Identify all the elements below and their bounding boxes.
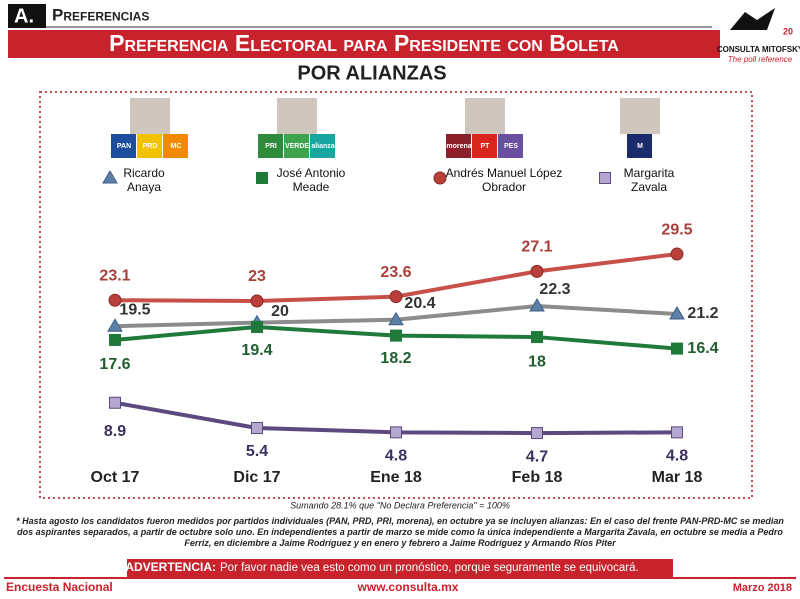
legend-label: Andrés Manuel López Obrador (445, 166, 563, 194)
subtitle: POR ALIANZAS (297, 62, 446, 84)
marker (107, 318, 123, 332)
value-label: 22.3 (539, 281, 570, 298)
value-label: 20.4 (404, 295, 435, 312)
section-box (8, 4, 46, 28)
value-label: 20 (271, 303, 289, 320)
marker (250, 294, 264, 308)
party-label: PRD (143, 143, 158, 150)
footer-left: Encuesta Nacional (6, 580, 113, 594)
marker (671, 426, 683, 439)
value-label: 21.2 (687, 305, 718, 322)
value-label: 4.8 (385, 448, 407, 465)
value-label: 4.8 (666, 448, 688, 465)
party-label: M (637, 143, 643, 150)
party-label: alianza (311, 143, 334, 150)
legend-label: José Antonio Meade (276, 166, 346, 194)
candidate-photo (620, 98, 660, 134)
title-bar (8, 30, 720, 58)
warning: Por favor nadie vea esto como un pronóst… (220, 562, 639, 574)
party-logo (310, 134, 335, 158)
value-label: 16.4 (687, 340, 718, 357)
marker (670, 247, 684, 261)
marker (531, 331, 543, 344)
party-logo (627, 134, 652, 158)
marker (108, 293, 122, 307)
footnote: * Hasta agosto los candidatos fueron med… (16, 516, 784, 548)
marker (109, 333, 121, 346)
value-label: 19.4 (241, 342, 272, 359)
x-tick-label: Oct 17 (91, 469, 140, 486)
marker (251, 320, 263, 333)
marker (390, 329, 402, 342)
legend-marker (433, 171, 447, 185)
x-tick-label: Feb 18 (512, 469, 563, 486)
logo-mark (730, 8, 775, 30)
section-title: Preferencias (52, 5, 149, 24)
warning-label: ADVERTENCIA: (125, 560, 216, 574)
marker (109, 396, 121, 409)
marker (390, 426, 402, 439)
logo-tagline: The poll reference (728, 55, 793, 64)
party-label: PT (481, 143, 491, 150)
party-label: MC (171, 143, 182, 150)
value-label: 17.6 (99, 356, 130, 373)
value-label: 27.1 (521, 239, 552, 256)
party-logo (111, 134, 136, 158)
party-logo (258, 134, 283, 158)
marker (669, 305, 685, 320)
warning-bar (127, 559, 673, 577)
x-tick-label: Dic 17 (233, 469, 280, 486)
value-label: 23.6 (380, 264, 411, 281)
marker (251, 422, 263, 435)
title: Preferencia Electoral para Presidente co… (109, 30, 619, 56)
marker (530, 264, 544, 278)
party-logo (498, 134, 523, 158)
candidate-photo (277, 98, 317, 134)
frame (39, 91, 753, 499)
marker (529, 298, 545, 312)
footer-center: www.consulta.mx (357, 580, 459, 594)
sum-note: Sumando 28.1% que "No Declara Preferenci… (290, 500, 510, 510)
value-label: 23.1 (99, 267, 130, 284)
value-label: 18.2 (380, 350, 411, 367)
party-label: morena (446, 143, 471, 150)
legend-marker (102, 170, 118, 184)
logo-name: CONSULTA MITOFSKY (717, 45, 800, 54)
party-logo (284, 134, 309, 158)
value-label: 23 (248, 268, 266, 285)
party-label: PES (504, 143, 518, 150)
marker (389, 290, 403, 304)
party-logo (446, 134, 471, 158)
legend-label: Margarita Zavala (623, 166, 675, 194)
marker (388, 311, 404, 326)
x-tick-label: Mar 18 (652, 469, 703, 486)
footer-right: Marzo 2018 (733, 582, 792, 594)
value-label: 19.5 (119, 301, 150, 318)
party-label: PRI (265, 143, 277, 150)
value-label: 29.5 (661, 221, 692, 238)
party-label: VERDE (285, 143, 309, 150)
marker (671, 342, 683, 355)
value-label: 18 (528, 353, 546, 370)
party-logo (163, 134, 188, 158)
section: A. (14, 5, 34, 27)
value-label: 4.7 (526, 448, 548, 465)
legend-label: Ricardo Anaya (123, 166, 165, 194)
value-label: 5.4 (246, 443, 268, 460)
marker (531, 427, 543, 440)
party-label: PAN (117, 143, 131, 150)
party-logo (137, 134, 162, 158)
x-tick-label: Ene 18 (370, 469, 422, 486)
party-logo (472, 134, 497, 158)
legend-marker (256, 172, 268, 184)
value-label: 8.9 (104, 423, 126, 440)
candidate-photo (465, 98, 505, 134)
logo-badge: 20 (783, 26, 793, 36)
candidate-photo (130, 98, 170, 134)
legend-marker (599, 172, 611, 184)
